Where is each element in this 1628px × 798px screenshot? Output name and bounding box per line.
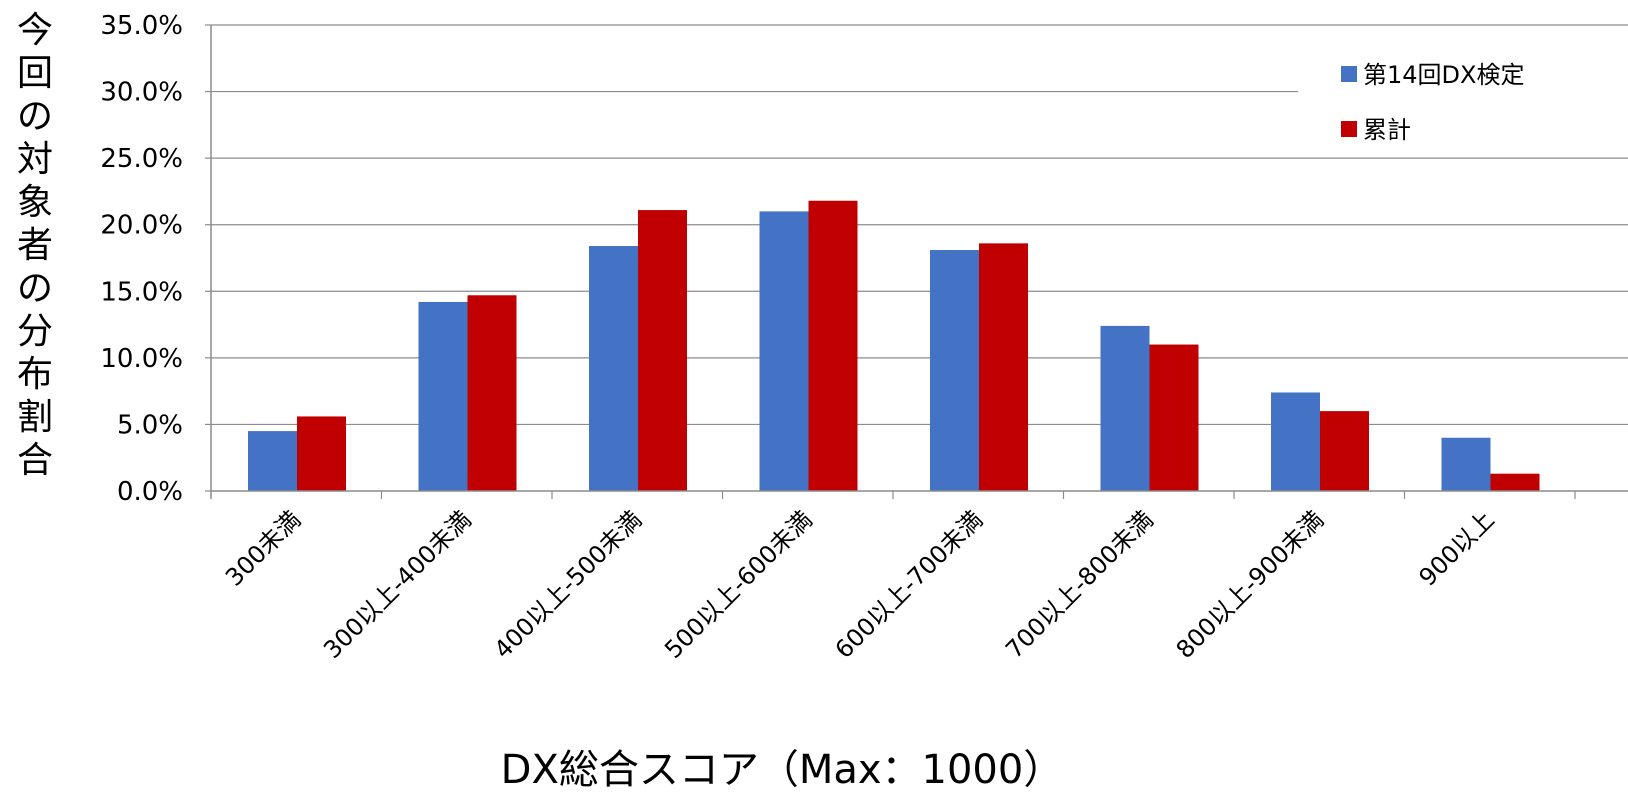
bar [1149, 344, 1199, 491]
x-axis [210, 25, 1628, 499]
bar [638, 210, 687, 491]
y-tick-label: 5.0% [117, 410, 183, 440]
bar [418, 301, 468, 491]
y-axis-ticks: 0.0% 5.0% 10.0% 15.0% 20.0% 25.0% 30.0% 35.0% [100, 11, 211, 507]
y-axis-title: 今回の対象者の分布割合 [17, 10, 53, 481]
x-tick-label: 300未満 [220, 505, 306, 591]
x-tick-label: 400以上-500未満 [489, 505, 648, 664]
legend-label: 累計 [1363, 116, 1411, 144]
bar [1320, 411, 1369, 491]
x-axis-tick-labels: 300未満 300以上-400未満 400以上-500未満 500以上-600未満 60… [220, 505, 1500, 664]
bar [930, 250, 979, 491]
x-tick-label: 300以上-400未満 [318, 505, 477, 664]
y-tick-label: 20.0% [100, 211, 183, 241]
y-tick-label: 25.0% [100, 144, 183, 174]
bar [1100, 325, 1150, 491]
bar [1441, 437, 1491, 491]
y-tick-label: 0.0% [117, 477, 183, 507]
bar [248, 431, 297, 491]
y-tick-label: 35.0% [100, 11, 183, 41]
bar [1271, 392, 1320, 491]
y-tick-label: 10.0% [100, 344, 183, 374]
x-tick-label: 700以上-800未満 [1000, 505, 1159, 664]
bars [248, 200, 1540, 491]
bar [467, 295, 517, 491]
bar [297, 416, 346, 491]
legend-label: 第14回DX検定 [1363, 61, 1524, 89]
x-tick-label: 600以上-700未満 [830, 505, 989, 664]
bar [979, 243, 1028, 491]
x-tick-label: 500以上-600未満 [659, 505, 818, 664]
bar [808, 200, 858, 491]
x-tick-label: 800以上-900未満 [1171, 505, 1330, 664]
legend-swatch [1341, 66, 1357, 82]
bar [1490, 473, 1540, 491]
legend-swatch [1341, 121, 1357, 137]
x-tick-label: 900以上 [1414, 505, 1500, 591]
y-tick-label: 15.0% [100, 277, 183, 307]
x-axis-title: DX総合スコア（Max：1000） [501, 747, 1064, 793]
bar [589, 246, 638, 491]
y-tick-label: 30.0% [100, 78, 183, 108]
bar [759, 211, 809, 491]
